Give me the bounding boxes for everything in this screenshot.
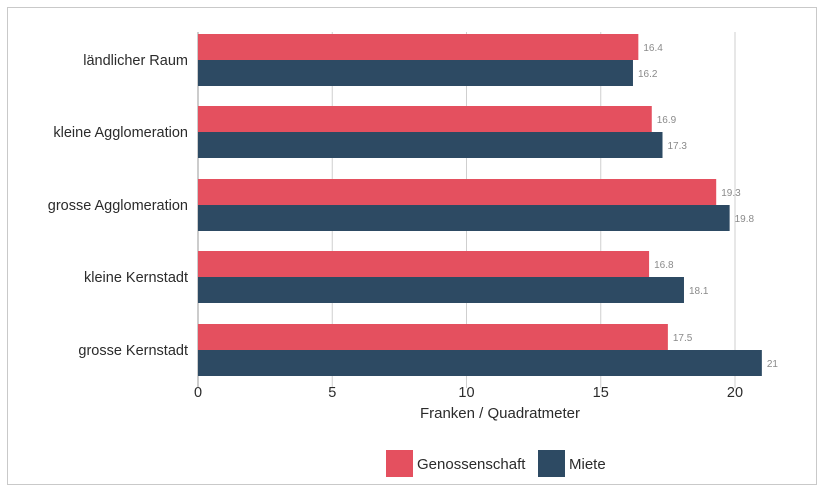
category-label: grosse Agglomeration (48, 198, 188, 214)
x-tick-label: 20 (727, 385, 743, 401)
value-label: 21 (767, 359, 779, 370)
bar-genossenschaft-4 (198, 324, 668, 350)
value-label: 16.4 (643, 43, 663, 54)
category-label: ländlicher Raum (83, 53, 188, 69)
x-tick-label: 10 (458, 385, 474, 401)
category-labels: ländlicher Raum kleine Agglomeration gross… (48, 53, 188, 359)
value-label: 17.5 (673, 333, 693, 344)
bars (198, 34, 762, 376)
value-label: 19.8 (735, 214, 755, 225)
category-label: kleine Agglomeration (53, 125, 188, 141)
bar-genossenschaft-3 (198, 251, 650, 277)
value-label: 16.9 (657, 115, 677, 126)
bar-miete-4 (198, 350, 762, 376)
category-label: kleine Kernstadt (84, 270, 188, 286)
bar-chart: 16.4 16.2 16.9 17.3 19.3 19.8 16.8 18.1 17.5 21 l… (48, 32, 778, 477)
value-label: 19.3 (721, 188, 741, 199)
x-tick-labels: 0 5 10 15 20 (194, 385, 743, 401)
category-label: grosse Kernstadt (78, 343, 188, 359)
value-labels: 16.4 16.2 16.9 17.3 19.3 19.8 16.8 18.1 17.5 21 (638, 43, 778, 370)
bar-miete-1 (198, 132, 663, 158)
bar-miete-2 (198, 205, 730, 231)
x-tick-label: 5 (328, 385, 336, 401)
bar-genossenschaft-2 (198, 179, 717, 205)
value-label: 17.3 (668, 141, 688, 152)
x-tick-label: 0 (194, 385, 202, 401)
bar-miete-0 (198, 60, 633, 86)
value-label: 18.1 (689, 286, 709, 297)
value-label: 16.2 (638, 69, 658, 80)
bar-miete-3 (198, 277, 684, 303)
legend-label-miete: Miete (569, 456, 606, 473)
x-tick-label: 15 (593, 385, 609, 401)
chart-frame: 16.4 16.2 16.9 17.3 19.3 19.8 16.8 18.1 17.5 21 l… (7, 7, 817, 485)
legend-swatch-genossenschaft (386, 450, 413, 477)
legend: Genossenschaft Miete (386, 450, 606, 477)
bar-genossenschaft-1 (198, 106, 652, 132)
legend-label-genossenschaft: Genossenschaft (417, 456, 526, 473)
bar-genossenschaft-0 (198, 34, 639, 60)
legend-swatch-miete (538, 450, 565, 477)
x-axis-title: Franken / Quadratmeter (420, 405, 580, 422)
value-label: 16.8 (654, 260, 674, 271)
